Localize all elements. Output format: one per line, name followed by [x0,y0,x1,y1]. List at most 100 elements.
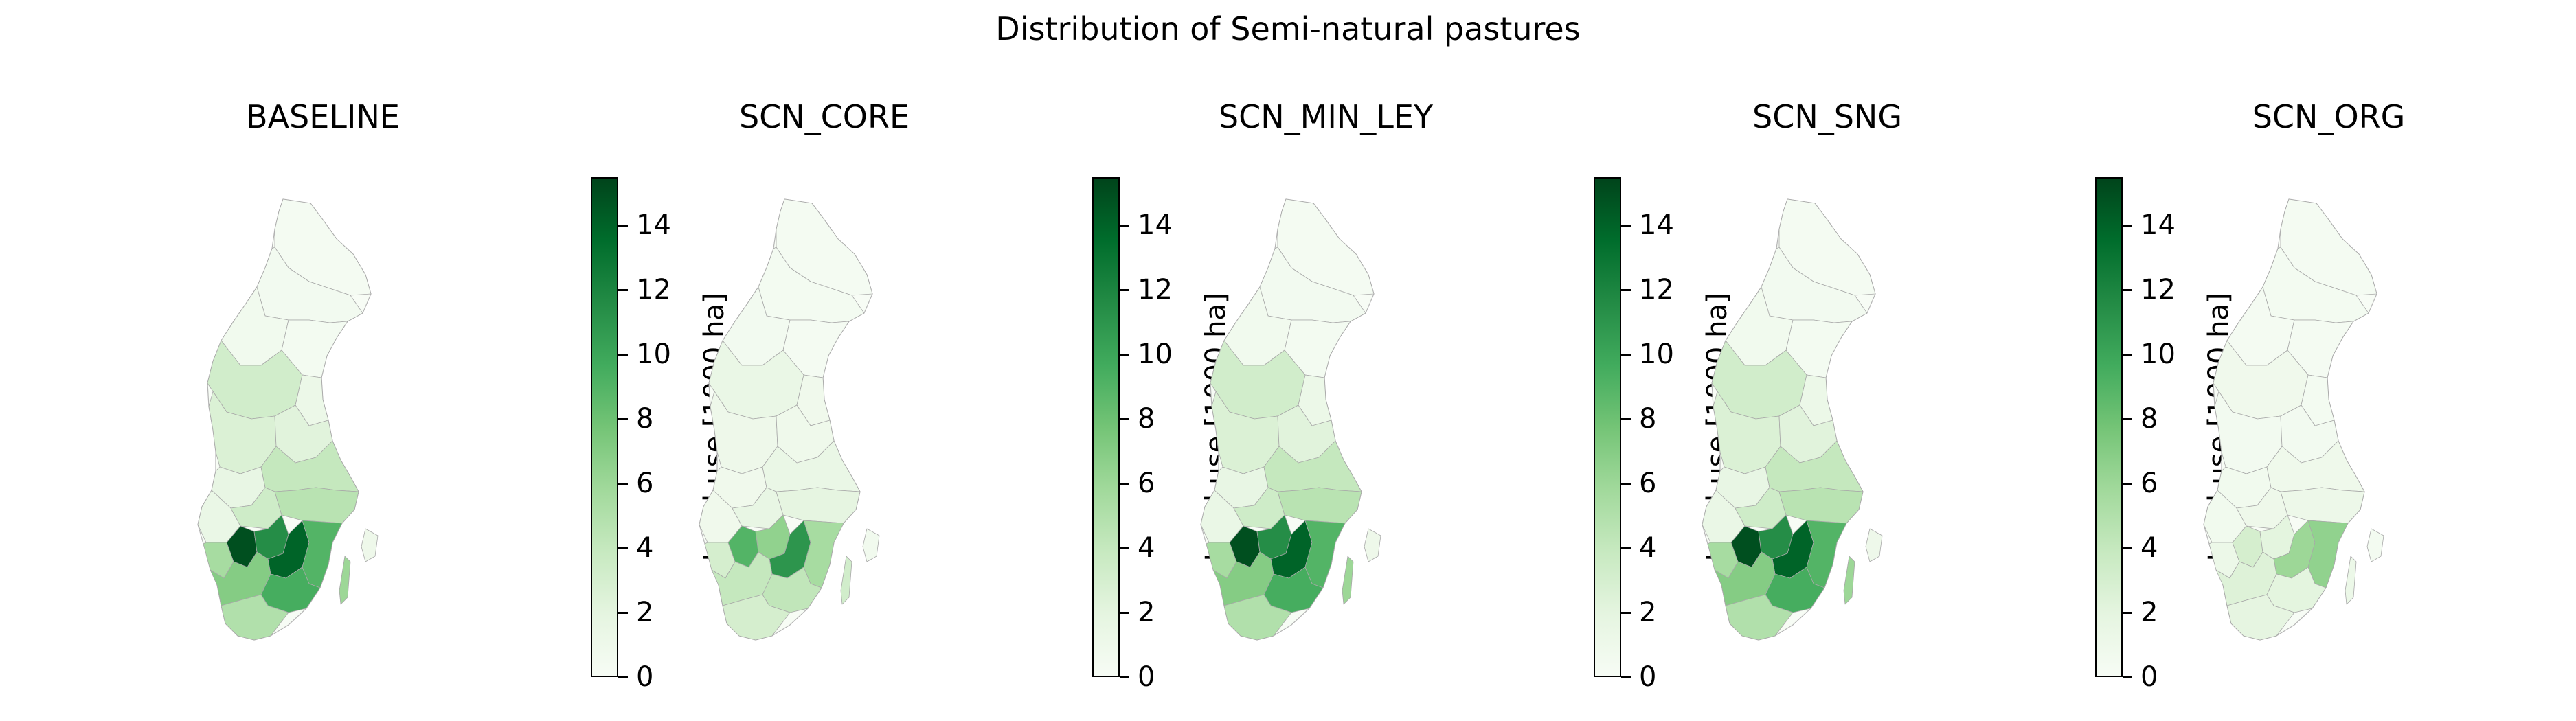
colorbar-tick [2123,611,2132,614]
region [1223,594,1292,641]
map-panel: SCN_MIN_LEY02468101214Land-use [1000 ha] [1188,0,1733,721]
region [2366,528,2384,562]
colorbar-tick-label: 4 [636,532,654,564]
region [840,556,852,605]
region [1843,556,1855,605]
colorbar-tick [1621,224,1631,227]
region [1277,487,1362,524]
colorbar-tick [1621,288,1631,291]
colorbar-tick-label: 0 [1138,661,1155,693]
region [2280,487,2365,524]
panel-title: BASELINE [246,98,400,135]
region [2226,594,2295,641]
colorbar-tick [618,224,628,227]
colorbar-tick-label: 2 [636,597,654,629]
colorbar-tick-label: 10 [636,339,671,371]
region [221,594,289,641]
region [1725,594,1794,641]
colorbar-tick-label: 10 [2140,339,2176,371]
colorbar-tick-label: 14 [2140,209,2176,242]
colorbar-tick-label: 8 [2140,403,2158,435]
panel-title: SCN_SNG [1752,98,1902,135]
colorbar-tick-label: 10 [1138,339,1173,371]
colorbar-tick [618,288,628,291]
colorbar-tick-label: 2 [2140,597,2158,629]
panel-title: SCN_MIN_LEY [1218,98,1434,135]
region [711,551,773,606]
map-panel: SCN_CORE02468101214Land-use [1000 ha] [687,0,1232,721]
colorbar-tick [1120,676,1129,678]
region [1364,528,1381,562]
region [339,556,351,605]
colorbar [591,177,618,677]
panel-title: SCN_CORE [738,98,910,135]
colorbar [1092,177,1120,677]
region [862,528,880,562]
panel-title: SCN_ORG [2252,98,2406,135]
colorbar-tick-label: 12 [1138,274,1173,306]
colorbar-tick [2123,224,2132,227]
sweden-map [699,198,880,641]
region [1865,528,1883,562]
colorbar [2095,177,2123,677]
colorbar-tick [2123,547,2132,549]
colorbar-tick-label: 14 [1639,209,1674,242]
colorbar-tick [1621,547,1631,549]
colorbar-tick-label: 12 [2140,274,2176,306]
colorbar-tick [1621,353,1631,356]
colorbar-tick-label: 6 [1138,468,1155,500]
colorbar-tick-label: 8 [1138,403,1155,435]
colorbar-tick-label: 6 [636,468,654,500]
colorbar-tick [1621,676,1631,678]
colorbar-tick [2123,676,2132,678]
region [302,520,343,588]
region [2215,551,2277,606]
colorbar-tick-label: 14 [636,209,671,242]
colorbar-tick [1120,288,1129,291]
sweden-map [2203,198,2384,641]
colorbar-tick [1120,611,1129,614]
region [1212,551,1274,606]
colorbar-tick [1120,482,1129,485]
colorbar-tick-label: 0 [2140,661,2158,693]
colorbar-tick [618,417,628,420]
colorbar-tick [1621,611,1631,614]
colorbar-tick-label: 0 [636,661,654,693]
colorbar-tick [1120,353,1129,356]
colorbar-tick-label: 14 [1138,209,1173,242]
figure-title: Distribution of Semi-natural pastures [995,10,1581,47]
colorbar-tick [618,611,628,614]
map-panel: SCN_SNG02468101214Land-use [1000 ha] [1690,0,2235,721]
colorbar-tick [618,353,628,356]
colorbar-tick-label: 0 [1639,661,1657,693]
map-panel: SCN_ORG02468101214Land-use [1000 ha] [2191,0,2576,721]
colorbar-tick-label: 4 [2140,532,2158,564]
region [361,528,379,562]
colorbar-tick [2123,353,2132,356]
colorbar-tick [618,482,628,485]
colorbar-tick [618,676,628,678]
region [1714,551,1776,606]
colorbar-tick-label: 8 [636,403,654,435]
region [1304,520,1346,588]
colorbar [1594,177,1621,677]
colorbar-tick-label: 4 [1639,532,1657,564]
colorbar-tick-label: 6 [1639,468,1657,500]
colorbar-tick-label: 12 [636,274,671,306]
region [1342,556,1354,605]
colorbar-tick-label: 12 [1639,274,1674,306]
region [803,520,844,588]
region [1806,520,1847,588]
colorbar-tick [1120,224,1129,227]
colorbar-tick-label: 2 [1138,597,1155,629]
colorbar-tick-label: 2 [1639,597,1657,629]
colorbar-tick [1621,482,1631,485]
colorbar-tick-label: 8 [1639,403,1657,435]
colorbar-tick-label: 10 [1639,339,1674,371]
region [274,487,359,524]
colorbar-tick-label: 4 [1138,532,1155,564]
colorbar-tick [618,547,628,549]
region [2307,520,2349,588]
region [776,487,861,524]
